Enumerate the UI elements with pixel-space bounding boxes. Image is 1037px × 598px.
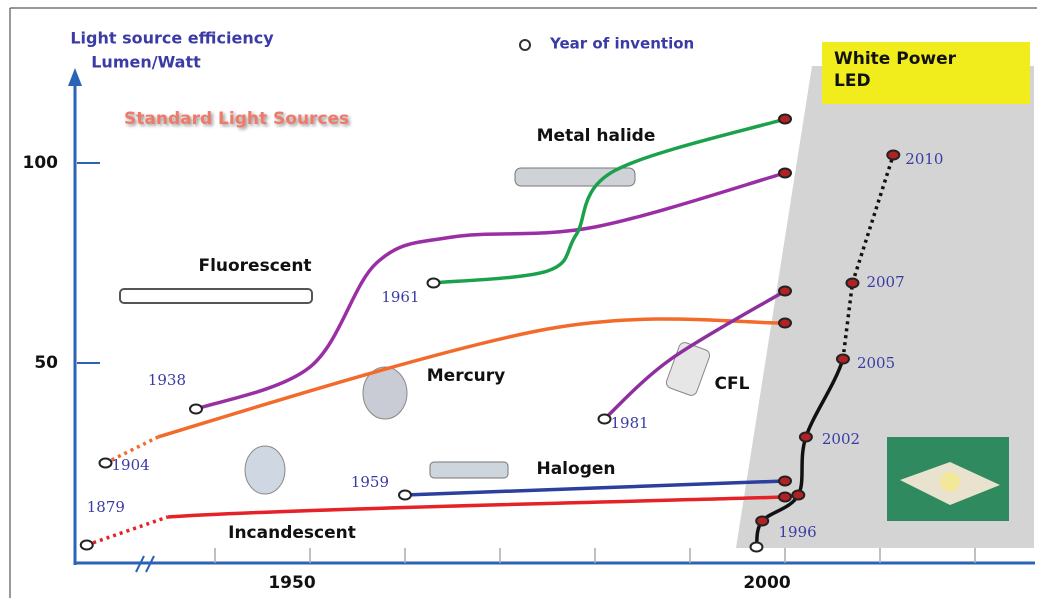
legend-marker [520,40,530,50]
series-line [168,497,786,517]
year-label: 1938 [148,371,186,389]
tube-icon [120,289,312,303]
halogen-icon [430,462,508,478]
point-marker [751,543,763,552]
point-marker [779,287,791,296]
y-tick-label: 50 [34,353,58,373]
y-axis-title: Light source efficiency [70,29,274,48]
series-name: Halogen [536,459,615,479]
year-label: 1981 [611,414,649,432]
point-marker [837,355,849,364]
point-marker [100,459,112,468]
series-name: CFL [715,374,750,394]
year-label: 1959 [351,473,389,491]
point-marker [846,279,858,288]
year-label: 1904 [112,456,150,474]
year-label: 1879 [87,498,125,516]
x-tick-label: 1950 [268,573,315,593]
point-marker [399,491,411,500]
chart-page: Year of invention Light source efficienc… [0,0,1037,598]
series-name: Fluorescent [198,256,311,276]
point-marker [779,493,791,502]
led-photo-light [940,472,960,492]
x-tick-label: 2000 [743,573,790,593]
point-marker [779,319,791,328]
year-label: 2010 [905,150,943,168]
point-marker [887,151,899,160]
year-label: 1996 [779,523,817,541]
point-marker [81,541,93,550]
year-label: 2002 [822,430,860,448]
series-name: Metal halide [537,126,656,146]
point-marker [800,433,812,442]
bulb-icon [245,446,285,494]
y-axis-title: Lumen/Watt [91,53,201,72]
point-marker [779,169,791,178]
year-label: 1961 [381,288,419,306]
point-marker [428,279,440,288]
group-label: Standard Light Sources [124,109,349,129]
series-line [405,481,785,495]
point-marker [779,115,791,124]
year-label: 2007 [866,273,904,291]
series-name: Mercury [427,366,505,386]
y-axis-arrow [68,68,82,86]
point-marker [190,405,202,414]
point-marker [756,517,768,526]
series-line [87,517,168,545]
point-marker [792,491,804,500]
point-marker [779,477,791,486]
series-name: Incandescent [228,523,356,543]
led-title: White Power LED [834,48,984,92]
legend-label: Year of invention [549,35,694,53]
y-tick-label: 100 [23,153,59,173]
point-marker [599,415,611,424]
year-label: 2005 [857,354,895,372]
